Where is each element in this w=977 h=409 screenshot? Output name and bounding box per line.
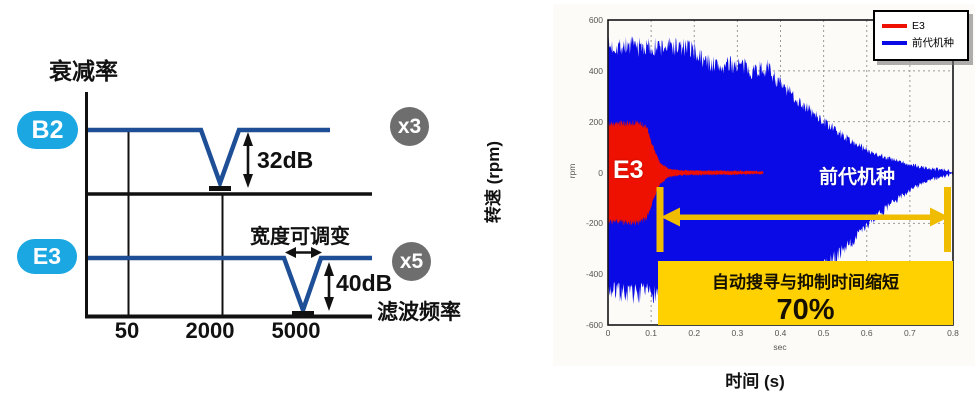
x-tick-label: 0 (605, 328, 611, 338)
e3-series-label: E3 (613, 156, 644, 184)
arrowhead-left (285, 247, 296, 258)
x-tick-label: 0.8 (947, 328, 959, 338)
x-tick-label: 0.3 (731, 328, 744, 338)
x-tick-2000: 2000 (185, 318, 235, 343)
legend-swatch-e3 (882, 24, 907, 28)
chart-series-group (607, 19, 954, 326)
x-tick-label: 0.6 (860, 328, 873, 338)
x-tick-label: 0.7 (903, 328, 916, 338)
legend-label-prev: 前代机种 (912, 37, 954, 49)
time-axis-label: 时间 (s) (725, 372, 785, 391)
prev-series-label: 前代机种 (819, 167, 896, 188)
e3-response-line (88, 255, 372, 317)
y-tick-label: -600 (585, 320, 603, 330)
rpm-chart-figure: E3 前代机种 E3 前代机种 自动搜寻与抑制时间缩短 70% rpm sec … (553, 4, 975, 366)
speed-axis-label: 转速 (rpm) (484, 140, 503, 224)
span-end-bar (944, 187, 951, 252)
span-arrowhead-right (930, 207, 949, 227)
prev-model-envelope (608, 36, 953, 304)
x-tick-label: 0.4 (774, 328, 787, 338)
x-tick-50: 50 (114, 318, 140, 343)
chart-legend: E3 前代机种 (873, 10, 969, 61)
legend-item-prev: 前代机种 (882, 35, 961, 50)
b2-multiplier-badge: x3 (390, 107, 429, 146)
y-tick-label: 0 (598, 167, 603, 178)
span-start-bar (656, 187, 664, 252)
e3-depth-label: 40dB (336, 270, 393, 296)
x-tick-label: 0.2 (688, 328, 701, 338)
y-tick-label: -400 (585, 269, 603, 280)
callout-text: 自动搜寻与抑制时间缩短 (712, 273, 899, 292)
arrowhead-up (324, 262, 334, 276)
arrowhead-right (311, 247, 322, 258)
plot-frame (607, 19, 954, 326)
filter-diagram: 衰减率 B2 32dB x3 E3 宽度可调变 40dB x5 50 2000 … (0, 0, 480, 409)
e3-multiplier-badge: x5 (392, 242, 431, 281)
e3-width-note: 宽度可调变 (250, 226, 350, 248)
span-arrow-shaft (671, 214, 938, 220)
x-tick-5000: 5000 (271, 318, 321, 343)
arrowhead-up (243, 132, 253, 146)
inner-sec-unit-label: sec (773, 342, 787, 352)
attenuation-axis-label: 衰减率 (49, 58, 118, 84)
callout-value: 70% (776, 294, 835, 326)
e3-envelope (608, 119, 764, 226)
time-reduction-callout: 自动搜寻与抑制时间缩短 70% (658, 261, 953, 326)
filter-frequency-axis-label: 滤波频率 (377, 301, 461, 324)
arrowhead-down (243, 174, 253, 188)
e3-badge: E3 (17, 239, 77, 274)
y-tick-label: 600 (588, 15, 603, 25)
b2-badge: B2 (17, 111, 78, 149)
y-tick-label: 200 (588, 116, 603, 127)
legend-label-e3: E3 (912, 20, 925, 32)
span-arrowhead-left (661, 207, 680, 227)
x-tick-label: 0.5 (817, 328, 830, 338)
x-tick-label: 0.1 (645, 328, 658, 338)
arrowhead-down (324, 297, 334, 311)
b2-depth-label: 32dB (257, 147, 314, 173)
y-tick-label: 400 (588, 65, 603, 76)
y-tick-label: -200 (585, 218, 603, 229)
time-span-annotation (656, 187, 951, 252)
legend-item-e3: E3 (882, 20, 961, 32)
rpm-chart-plot (607, 19, 954, 326)
b2-response-line (88, 127, 330, 190)
filter-diagram-lines (85, 92, 372, 319)
legend-swatch-prev (882, 40, 907, 45)
